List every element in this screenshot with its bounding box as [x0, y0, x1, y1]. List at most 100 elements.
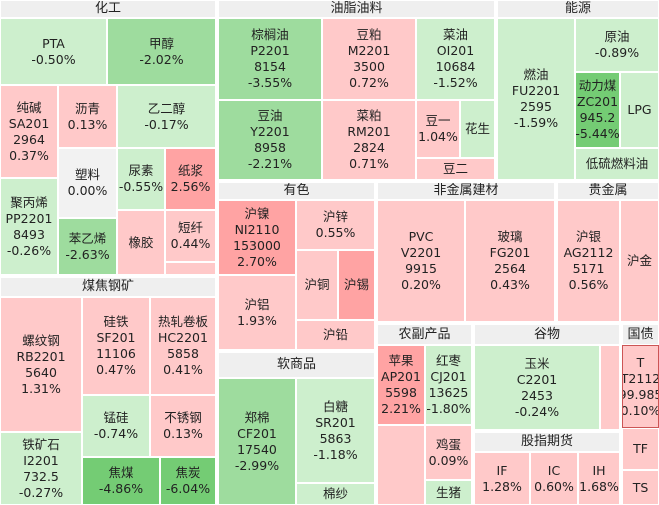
- tile: 沪铜: [296, 250, 338, 320]
- tile: 棕榈油 P2201 8154 -3.55%: [218, 18, 322, 100]
- tile-text: 0.37%: [9, 147, 49, 163]
- tile-text: 沪铝: [244, 296, 270, 312]
- tile-text: 菜粕: [356, 108, 382, 123]
- tile-text: 沪铜: [304, 277, 330, 292]
- tile-text: PTA: [42, 35, 65, 51]
- tile: IF 1.28%: [474, 452, 530, 505]
- tile-text: -0.24%: [514, 403, 560, 419]
- tile: 沪铅: [296, 320, 375, 350]
- tile-text: C2201: [516, 371, 558, 387]
- tile-text: 低硫燃料油: [585, 156, 649, 171]
- tile-text: 0.56%: [568, 277, 609, 292]
- tile: 硅铁 SF201 11106 0.47%: [82, 297, 150, 395]
- tile-text: -0.50%: [31, 51, 76, 67]
- tile-text: 塑料: [74, 167, 100, 182]
- tile-text: 尿素: [128, 163, 154, 178]
- tile-text: NI2110: [234, 221, 280, 237]
- sector-header: 非金属建材: [377, 182, 555, 200]
- tile-text: 动力煤: [578, 78, 617, 93]
- tile-text: 玻璃: [497, 229, 523, 244]
- tile-text: 5640: [25, 364, 57, 380]
- tile: 锰硅 -0.74%: [82, 395, 150, 457]
- tile-text: 0.55%: [315, 225, 356, 240]
- tile-text: 沪镍: [244, 205, 270, 221]
- tile: 动力煤 ZC201 945.2 -5.44%: [575, 72, 620, 148]
- tile-text: RB2201: [16, 348, 66, 364]
- tile-text: 0.13%: [163, 426, 203, 441]
- tile: 苹果 AP201 5598 2.21%: [377, 345, 425, 425]
- tile-text: TS: [632, 479, 649, 495]
- tile-text: 硅铁: [103, 314, 129, 329]
- tile: 热轧卷板 HC2201 5858 0.41%: [150, 297, 216, 395]
- tile-text: SF201: [96, 330, 136, 345]
- tile: 玻璃 FG201 2564 0.43%: [465, 200, 555, 322]
- tile: TT211299.9850.10%: [622, 345, 659, 428]
- tile: 豆二: [416, 158, 495, 180]
- tile-text: -5.44%: [575, 126, 620, 141]
- tile-text: Y2201: [250, 124, 290, 139]
- tile-text: AP201: [381, 369, 421, 384]
- tile-text: 1.04%: [418, 129, 458, 144]
- tile: 豆油 Y2201 8958 -2.21%: [218, 100, 322, 180]
- tile-text: 苹果: [388, 353, 414, 368]
- tile-text: 2564: [494, 261, 526, 276]
- tile: 低硫燃料油: [575, 148, 659, 180]
- tile: 豆一 1.04%: [416, 100, 460, 158]
- tile-text: 沪锌: [322, 209, 348, 224]
- tile-text: 沪银: [575, 229, 601, 244]
- tile: 焦煤 -4.86%: [82, 457, 160, 505]
- tile-text: 732.5: [23, 468, 59, 484]
- tile-text: -1.59%: [513, 115, 559, 130]
- tile-text: -0.27%: [18, 484, 64, 500]
- tile-text: 橡胶: [128, 234, 154, 250]
- tile-text: T2112: [622, 370, 659, 386]
- tile: TF: [622, 428, 659, 470]
- tile-text: 1.68%: [579, 478, 619, 494]
- tile-text: -6.04%: [165, 481, 211, 496]
- tile-text: 0.09%: [428, 452, 469, 468]
- sector-header: 股指期货: [474, 432, 620, 452]
- tile-text: -0.89%: [594, 45, 640, 60]
- tile-text: 焦炭: [175, 465, 201, 480]
- sector-header: 国债: [622, 324, 659, 345]
- tile-text: 沪锡: [343, 277, 369, 292]
- sector-header: 谷物: [474, 324, 620, 345]
- tile-text: I2201: [23, 452, 59, 468]
- tile-text: -2.21%: [247, 156, 293, 171]
- tile: 沪锌 0.55%: [296, 200, 375, 250]
- tile-text: 0.43%: [490, 277, 530, 292]
- tile-text: 0.60%: [534, 478, 574, 494]
- tile-text: 10684: [435, 59, 476, 74]
- tile-text: 5858: [167, 346, 199, 361]
- tile-text: 聚丙烯: [10, 194, 48, 210]
- tile-text: 生猪: [435, 484, 461, 500]
- tile: 尿素 -0.55%: [117, 148, 165, 210]
- sector-header: 贵金属: [557, 182, 659, 200]
- tile-text: 945.2: [579, 110, 616, 125]
- tile-text: 0.00%: [67, 183, 108, 198]
- tile-text: 0.10%: [622, 402, 659, 418]
- tile: 纯碱 SA201 2964 0.37%: [0, 85, 58, 178]
- tile-text: M2201: [347, 43, 391, 58]
- tile: 玉米 C2201 2453 -0.24%: [474, 345, 600, 430]
- tile-text: AG2112: [563, 245, 614, 260]
- tile-text: TF: [633, 441, 648, 456]
- tile: 白糖 SR201 5863 -1.18%: [296, 378, 375, 483]
- tile-text: 2964: [13, 131, 45, 147]
- tile: LPG: [620, 72, 659, 148]
- tile-text: 菜油: [442, 27, 468, 42]
- sector-header: 煤焦钢矿: [0, 277, 216, 297]
- tile: PTA -0.50%: [0, 18, 107, 85]
- tile: 燃油 FU2201 2595 -1.59%: [497, 18, 575, 180]
- tile-text: 豆油: [257, 108, 283, 123]
- tile: 棉纱: [296, 483, 375, 505]
- tile-text: 豆一: [425, 113, 451, 128]
- tile-text: 0.20%: [401, 277, 441, 292]
- tile-text: -2.99%: [234, 457, 280, 473]
- tile: 塑料 0.00%: [58, 148, 117, 218]
- tile: 纸浆 2.56%: [165, 148, 216, 210]
- tile: 乙二醇 -0.17%: [117, 85, 216, 148]
- tile-text: 乙二醇: [147, 100, 186, 116]
- tile-text: LPG: [627, 102, 652, 117]
- tile-text: 沪铅: [322, 327, 348, 342]
